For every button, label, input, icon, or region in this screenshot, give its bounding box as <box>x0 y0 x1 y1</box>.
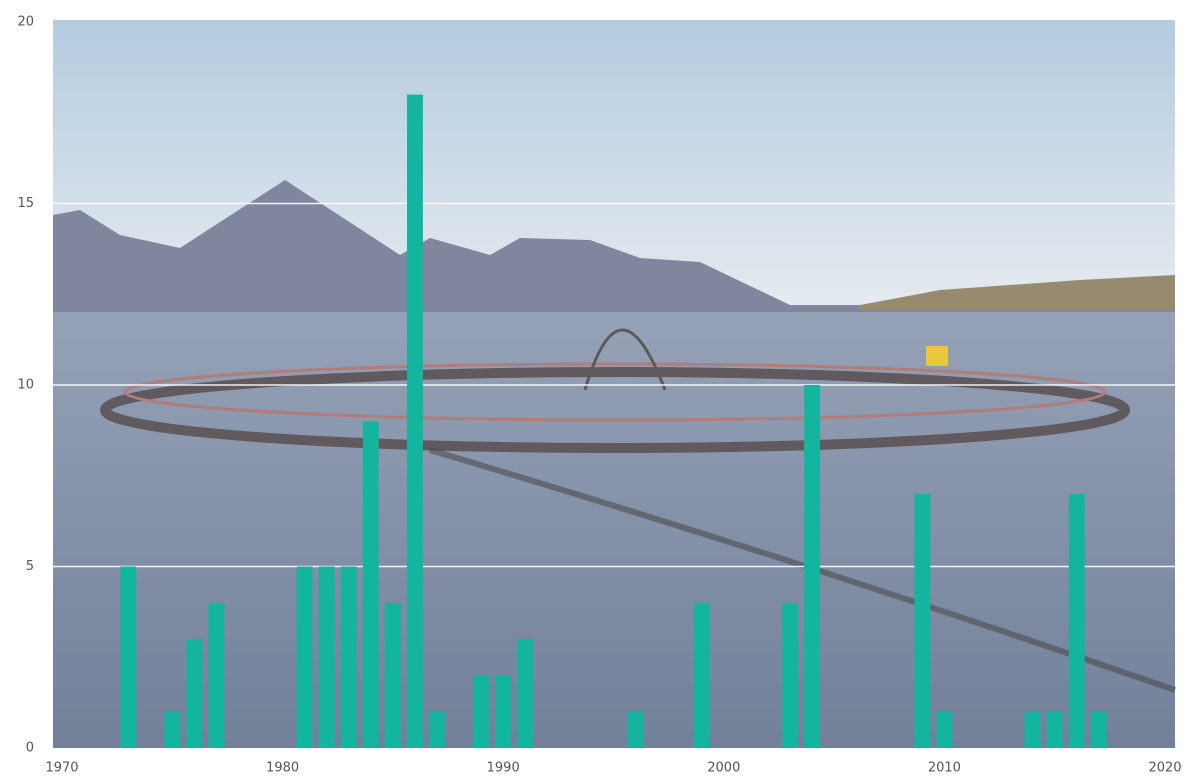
y-tick-label: 20 <box>17 15 34 30</box>
y-tick-label: 15 <box>17 196 34 211</box>
bar <box>693 602 710 748</box>
bar <box>1024 711 1041 748</box>
bar <box>782 602 798 748</box>
x-tick-label: 1990 <box>487 761 520 776</box>
bar <box>120 566 137 748</box>
x-tick-label: 1980 <box>266 761 299 776</box>
y-tick-label: 0 <box>26 741 34 756</box>
y-tick-label: 10 <box>17 378 34 393</box>
bar <box>340 566 357 748</box>
bar <box>384 602 401 748</box>
bar <box>186 639 203 748</box>
bar <box>318 566 335 748</box>
y-tick-label: 5 <box>26 559 34 574</box>
bar <box>429 711 445 748</box>
x-tick-label: 2010 <box>928 761 961 776</box>
bar <box>914 493 931 748</box>
bar <box>804 385 820 748</box>
bar <box>473 675 490 748</box>
x-tick-label: 2000 <box>707 761 740 776</box>
x-tick-label: 2020 <box>1148 761 1181 776</box>
x-tick-label: 1970 <box>45 761 78 776</box>
bar <box>1068 493 1085 748</box>
bar <box>296 566 313 748</box>
bar <box>936 711 953 748</box>
bar <box>1046 711 1063 748</box>
bar <box>164 711 181 748</box>
bar <box>627 711 644 748</box>
bar <box>208 602 225 748</box>
bar <box>362 421 379 748</box>
bar <box>1090 711 1107 748</box>
bar <box>517 639 534 748</box>
bar <box>495 675 512 748</box>
bar <box>407 94 423 749</box>
